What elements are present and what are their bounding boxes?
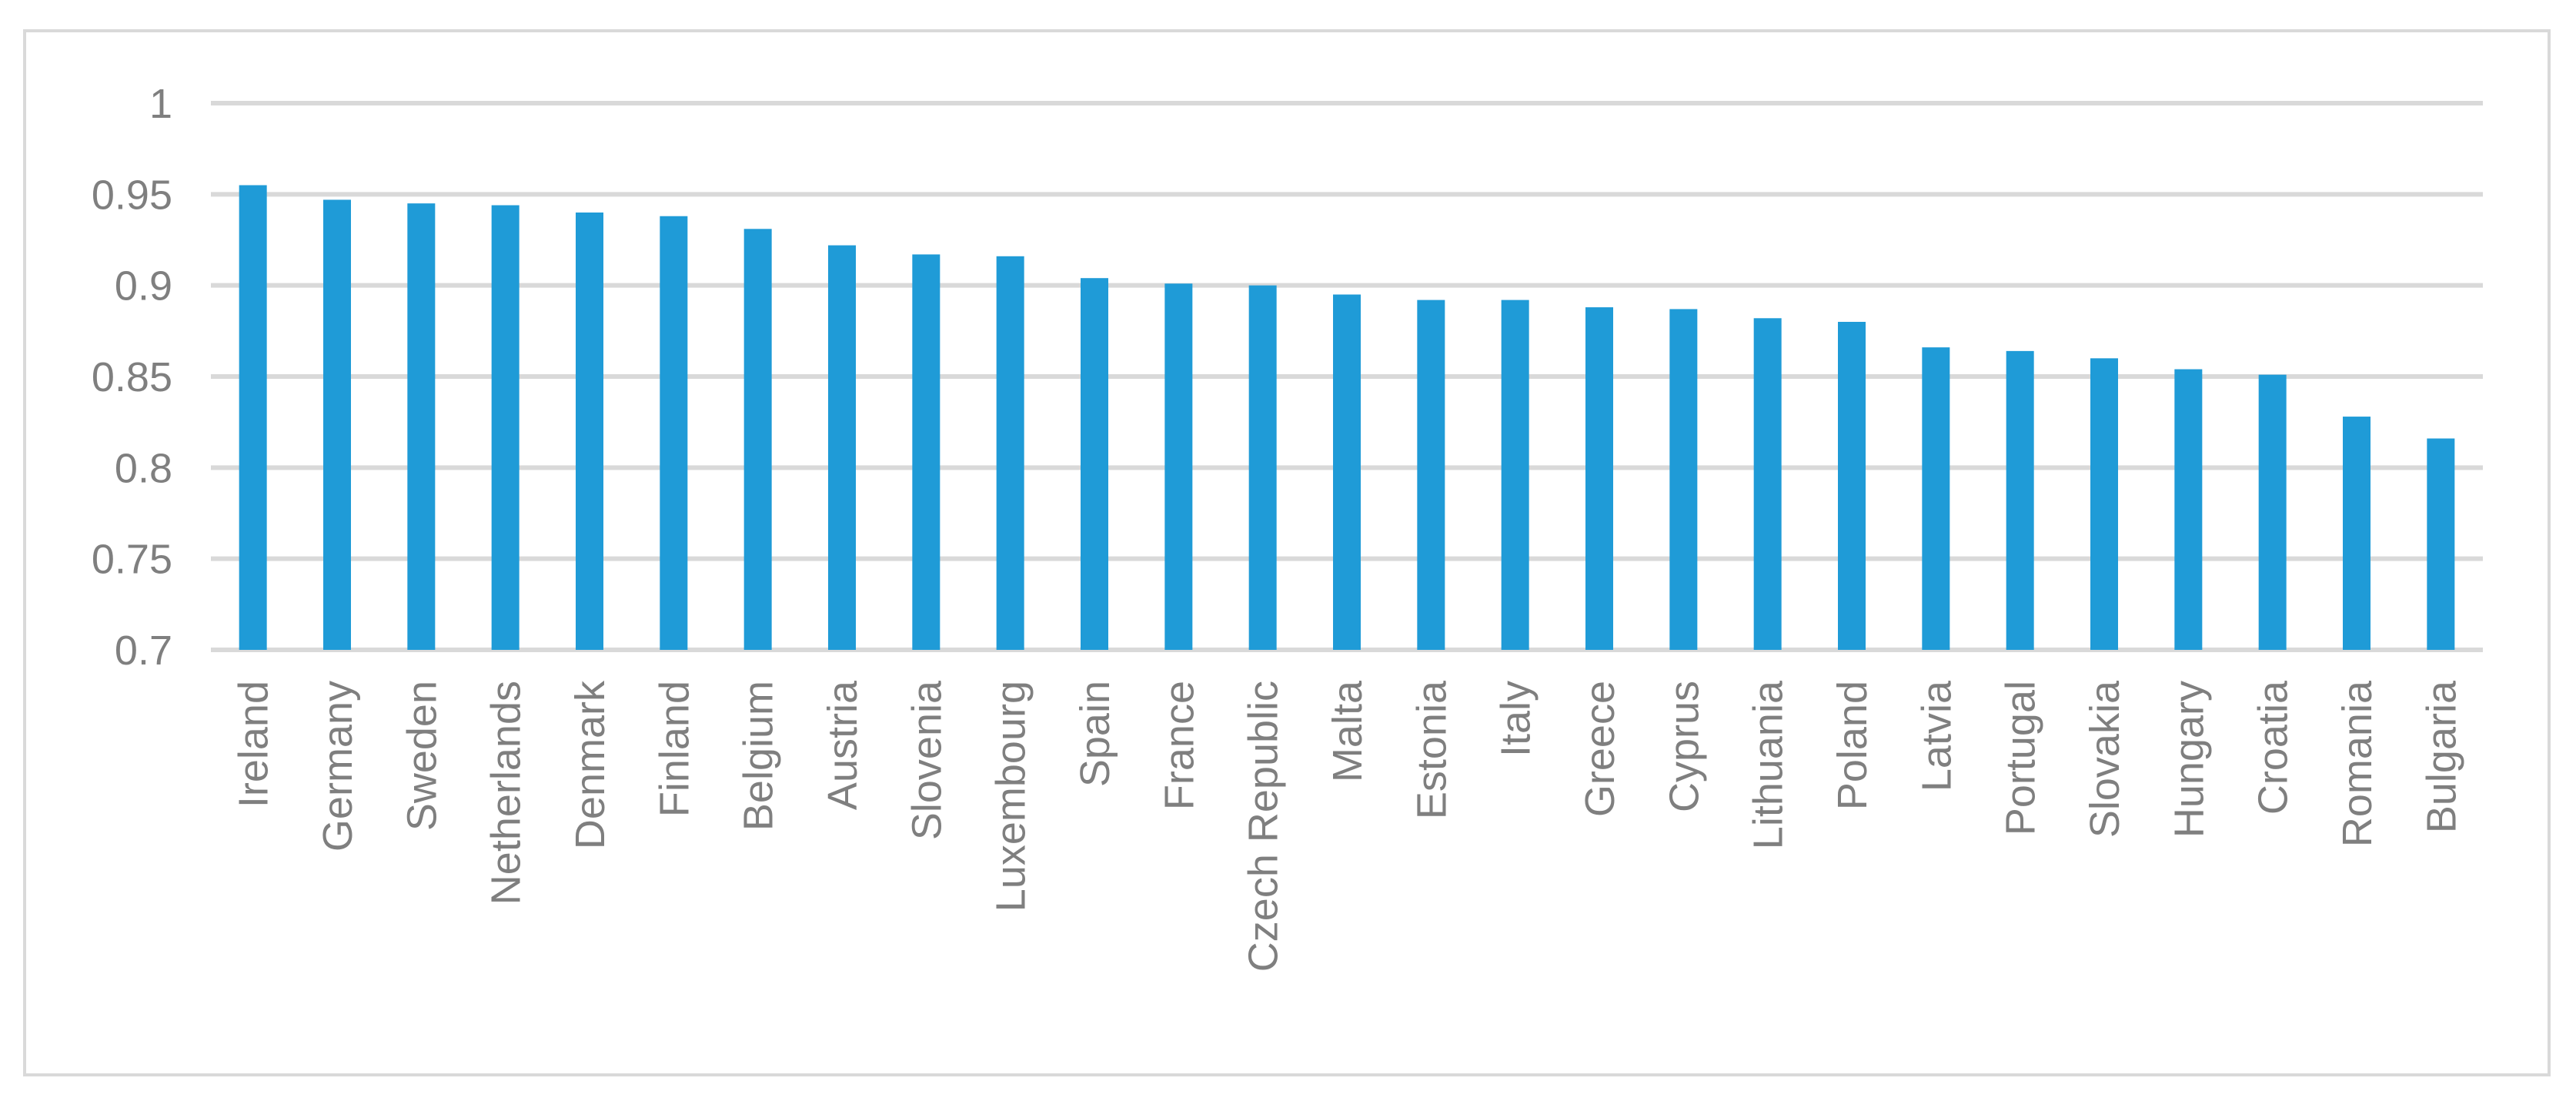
x-category-label: Luxembourg <box>988 681 1034 912</box>
x-category-label: Greece <box>1577 681 1623 817</box>
x-axis-category-labels: Ireland Germany Sweden Netherlands Denmark Fi… <box>231 680 2465 972</box>
bar <box>1922 347 1950 650</box>
x-category-label: France <box>1156 681 1202 810</box>
x-category-label: Slovenia <box>904 680 950 840</box>
x-category-label: Estonia <box>1408 680 1455 819</box>
bar <box>1585 307 1613 650</box>
bar-chart: 0.7 0.75 0.8 0.85 0.9 0.95 1 Ireland Germany Swe… <box>92 81 2483 972</box>
bar <box>1669 309 1698 650</box>
bars <box>239 185 2455 651</box>
bar <box>2258 374 2287 650</box>
x-category-label: Finland <box>651 681 697 817</box>
bar <box>828 245 856 651</box>
x-category-label: Austria <box>820 680 866 810</box>
y-tick-label: 0.7 <box>115 628 172 674</box>
bar <box>743 229 772 650</box>
x-category-label: Italy <box>1493 681 1539 757</box>
bar <box>491 205 520 650</box>
y-tick-label: 0.85 <box>92 354 172 400</box>
bar <box>576 213 603 650</box>
y-tick-label: 0.9 <box>115 263 172 310</box>
bar <box>996 256 1024 650</box>
x-category-label: Spain <box>1072 681 1118 787</box>
bar <box>912 254 941 650</box>
bar <box>2343 417 2371 650</box>
bar <box>2174 369 2203 650</box>
bar <box>1417 300 1445 650</box>
x-category-label: Cyprus <box>1661 681 1707 812</box>
x-category-label: Bulgaria <box>2418 680 2464 833</box>
x-category-label: Czech Republic <box>1241 681 1287 972</box>
bar <box>1081 278 1108 650</box>
x-category-label: Poland <box>1829 681 1876 810</box>
x-category-label: Belgium <box>736 681 782 831</box>
bar <box>1333 294 1361 650</box>
bar <box>407 203 436 650</box>
bar <box>1501 300 1529 650</box>
bar <box>1753 318 1782 650</box>
bar <box>239 185 267 650</box>
x-category-label: Slovakia <box>2082 680 2128 838</box>
bar <box>2427 438 2455 650</box>
x-category-label: Latvia <box>1913 680 1960 792</box>
y-tick-label: 0.75 <box>92 537 172 583</box>
x-category-label: Ireland <box>231 681 277 808</box>
bar <box>1164 283 1193 650</box>
x-category-label: Lithuania <box>1746 680 1792 849</box>
x-category-label: Germany <box>315 681 361 852</box>
bar <box>2006 350 2034 650</box>
chart-frame: 0.7 0.75 0.8 0.85 0.9 0.95 1 Ireland Germany Swe… <box>23 29 2551 1076</box>
x-category-label: Netherlands <box>483 681 530 905</box>
x-category-label: Sweden <box>399 681 445 831</box>
x-category-label: Portugal <box>1998 681 2044 835</box>
bar <box>323 199 351 650</box>
bar <box>1248 285 1277 650</box>
y-tick-label: 0.95 <box>92 172 172 218</box>
x-category-label: Denmark <box>567 680 613 849</box>
bar <box>2090 358 2118 650</box>
x-category-label: Romania <box>2334 680 2381 847</box>
bar <box>660 216 688 650</box>
y-tick-label: 0.8 <box>115 445 172 491</box>
x-category-label: Hungary <box>2166 681 2212 838</box>
x-category-label: Croatia <box>2250 680 2297 815</box>
y-axis-tick-labels: 0.7 0.75 0.8 0.85 0.9 0.95 1 <box>92 81 172 674</box>
bar <box>1838 322 1866 650</box>
y-tick-label: 1 <box>149 81 172 127</box>
x-category-label: Malta <box>1325 680 1371 782</box>
